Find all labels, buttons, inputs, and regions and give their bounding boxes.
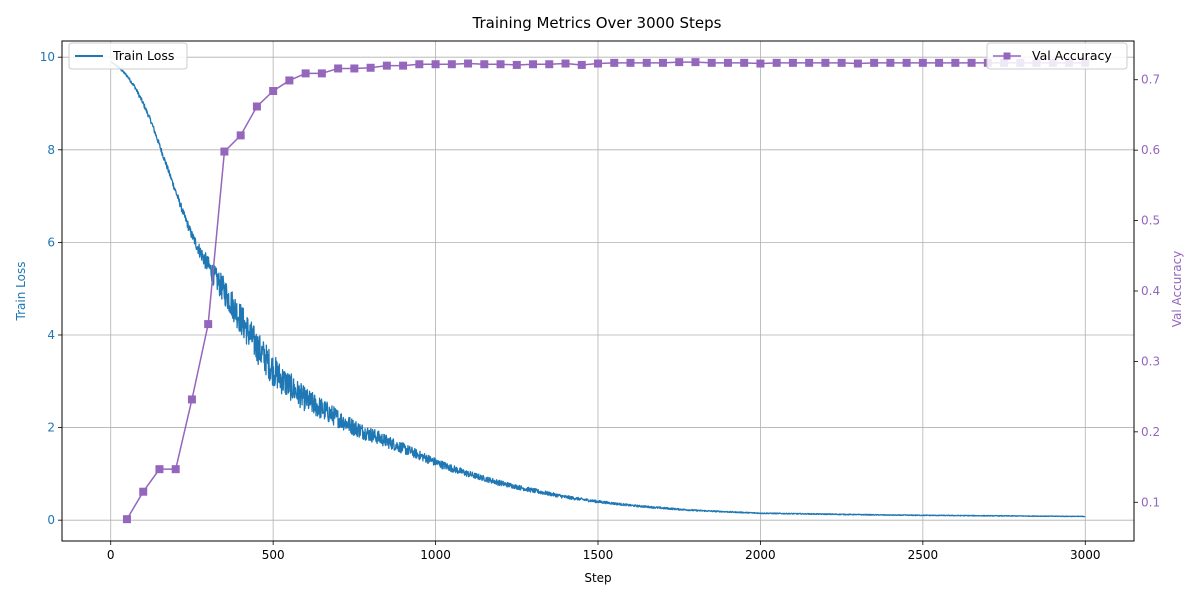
left-y-tick-label-2: 4 xyxy=(47,328,55,342)
val-accuracy-point-17 xyxy=(399,61,408,70)
right-y-tick-label-3: 0.4 xyxy=(1141,284,1160,298)
val-accuracy-point-28 xyxy=(577,60,586,69)
val-accuracy-point-30 xyxy=(610,58,619,67)
val-accuracy-point-46 xyxy=(870,58,879,67)
left-y-tick-label-1: 2 xyxy=(47,421,55,435)
val-accuracy-point-35 xyxy=(691,58,700,67)
right-y-axis-label: Val Accuracy xyxy=(1170,251,1184,328)
val-accuracy-point-12 xyxy=(317,69,326,78)
right-y-tick-label-0: 0.1 xyxy=(1141,495,1160,509)
val-accuracy-point-8 xyxy=(252,102,261,111)
val-accuracy-point-47 xyxy=(886,58,895,67)
left-y-tick-label-5: 10 xyxy=(40,50,55,64)
x-axis-ticks: 0 500 1000 1500 2000 2500 3000 xyxy=(107,541,1101,562)
x-tick-label-6: 3000 xyxy=(1070,548,1101,562)
val-accuracy-point-4 xyxy=(187,395,196,404)
val-accuracy-point-45 xyxy=(853,59,862,68)
val-accuracy-point-10 xyxy=(285,76,294,85)
x-tick-label-2: 1000 xyxy=(420,548,451,562)
val-accuracy-point-11 xyxy=(301,69,310,78)
right-y-tick-label-2: 0.3 xyxy=(1141,354,1160,368)
val-accuracy-point-26 xyxy=(545,60,554,69)
val-accuracy-point-52 xyxy=(967,58,976,67)
val-accuracy-point-50 xyxy=(935,58,944,67)
left-y-tick-label-3: 6 xyxy=(47,235,55,249)
left-y-axis-label: Train Loss xyxy=(14,262,28,322)
legend-val-accuracy-marker xyxy=(1003,52,1011,60)
val-accuracy-point-29 xyxy=(594,59,602,68)
legend-train-loss-box xyxy=(68,42,188,70)
val-accuracy-point-6 xyxy=(220,147,229,156)
legend-train-loss: Train Loss xyxy=(68,42,188,70)
val-accuracy-point-32 xyxy=(642,58,651,67)
right-y-tick-label-1: 0.2 xyxy=(1141,425,1160,439)
val-accuracy-point-7 xyxy=(236,131,245,140)
val-accuracy-point-27 xyxy=(561,59,570,68)
train-loss-series xyxy=(110,61,1086,518)
legend-val-accuracy: Val Accuracy xyxy=(986,42,1128,70)
legend-val-accuracy-label: Val Accuracy xyxy=(1032,48,1112,63)
val-accuracy-point-0 xyxy=(122,515,131,524)
x-tick-label-0: 0 xyxy=(107,548,115,562)
val-accuracy-point-25 xyxy=(529,60,538,69)
val-accuracy-point-23 xyxy=(496,60,505,69)
left-y-axis-ticks: 0 2 4 6 8 10 xyxy=(40,50,62,527)
val-accuracy-point-15 xyxy=(366,63,375,72)
val-accuracy-point-31 xyxy=(626,58,635,67)
val-accuracy-point-3 xyxy=(171,465,180,474)
val-accuracy-point-40 xyxy=(772,58,781,67)
val-accuracy-point-16 xyxy=(382,61,391,70)
val-accuracy-point-49 xyxy=(918,58,927,67)
val-accuracy-point-5 xyxy=(204,320,213,329)
val-accuracy-series xyxy=(122,58,1090,524)
x-tick-label-3: 1500 xyxy=(583,548,614,562)
right-y-tick-label-5: 0.6 xyxy=(1141,143,1160,157)
val-accuracy-point-34 xyxy=(675,58,684,67)
train-loss-line xyxy=(110,61,1086,518)
val-accuracy-point-14 xyxy=(350,64,359,73)
val-accuracy-point-42 xyxy=(805,58,814,67)
val-accuracy-point-39 xyxy=(756,59,765,68)
val-accuracy-point-1 xyxy=(139,487,148,496)
left-y-tick-label-0: 0 xyxy=(47,513,55,527)
right-y-tick-label-6: 0.7 xyxy=(1141,73,1160,87)
val-accuracy-point-13 xyxy=(334,64,343,73)
val-accuracy-point-2 xyxy=(155,465,164,474)
right-y-axis-ticks: 0.1 0.2 0.3 0.4 0.5 0.6 0.7 xyxy=(1134,73,1160,509)
x-tick-label-4: 2000 xyxy=(745,548,776,562)
val-accuracy-point-19 xyxy=(431,60,440,69)
val-accuracy-point-38 xyxy=(740,58,749,67)
grid xyxy=(62,41,1134,541)
val-accuracy-point-48 xyxy=(902,58,911,67)
val-accuracy-point-33 xyxy=(658,58,667,67)
legend-val-accuracy-box xyxy=(986,42,1128,70)
left-y-tick-label-4: 8 xyxy=(47,143,55,157)
legend-train-loss-label: Train Loss xyxy=(112,48,174,63)
val-accuracy-point-24 xyxy=(512,60,521,69)
x-tick-label-5: 2500 xyxy=(908,548,939,562)
x-tick-label-1: 500 xyxy=(262,548,285,562)
val-accuracy-point-44 xyxy=(837,58,846,67)
val-accuracy-point-37 xyxy=(723,58,732,67)
val-accuracy-point-21 xyxy=(464,59,473,68)
right-y-tick-label-4: 0.5 xyxy=(1141,214,1160,228)
val-accuracy-point-51 xyxy=(951,58,960,67)
val-accuracy-point-43 xyxy=(821,58,830,67)
val-accuracy-point-9 xyxy=(269,87,278,95)
val-accuracy-point-20 xyxy=(447,60,456,69)
chart-title: Training Metrics Over 3000 Steps xyxy=(472,14,722,32)
val-accuracy-point-18 xyxy=(415,60,424,69)
val-accuracy-point-41 xyxy=(788,58,797,67)
val-accuracy-point-36 xyxy=(707,58,716,67)
x-axis-label: Step xyxy=(584,571,611,585)
val-accuracy-point-22 xyxy=(480,60,489,69)
